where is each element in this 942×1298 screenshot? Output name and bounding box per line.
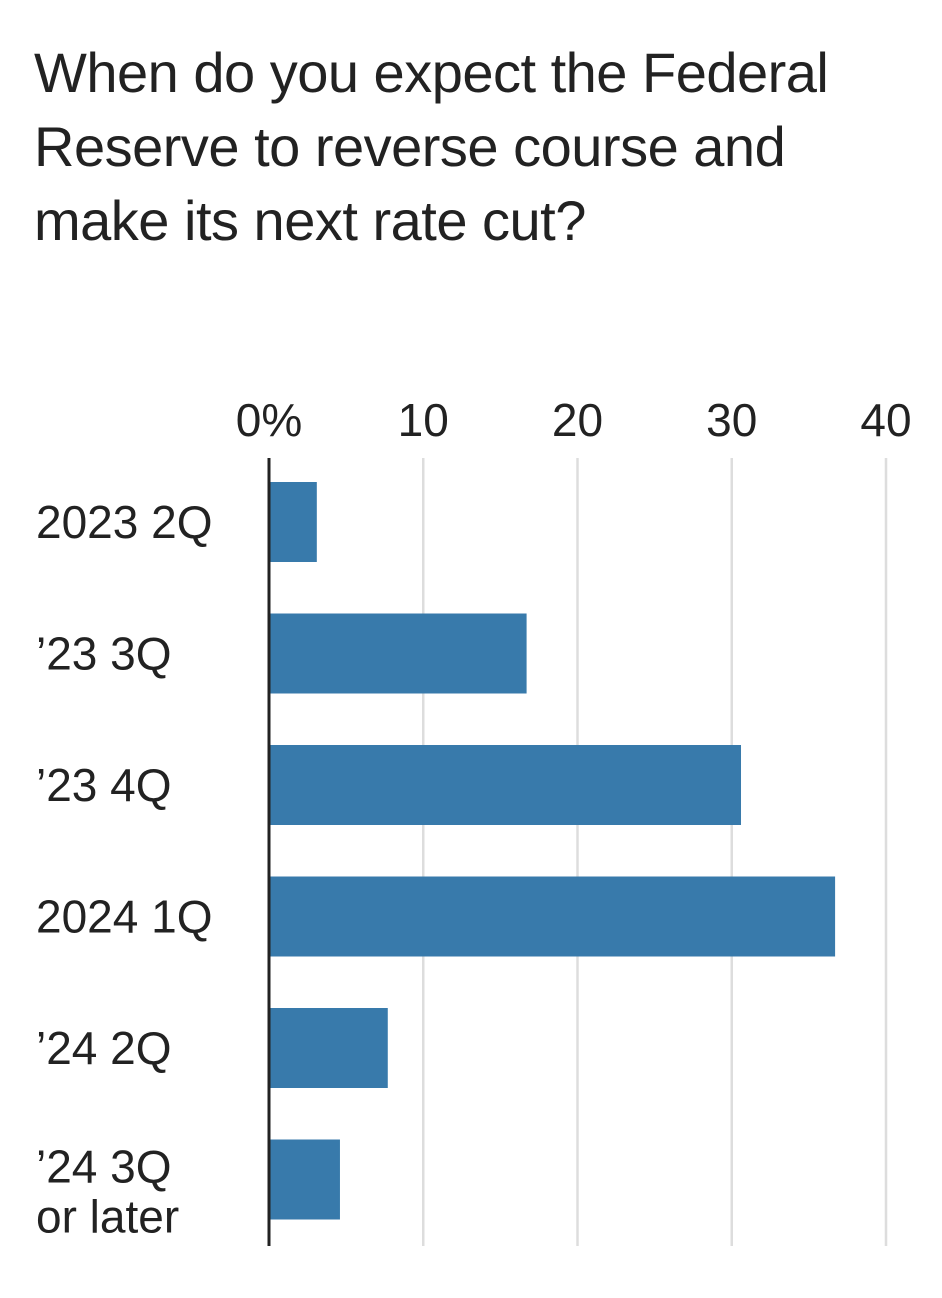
x-tick-label: 20 bbox=[552, 394, 603, 446]
gridlines bbox=[422, 458, 888, 1246]
bars bbox=[269, 482, 836, 1220]
category-label: ’23 4Q bbox=[36, 759, 172, 811]
category-label: or later bbox=[36, 1191, 179, 1243]
x-axis-tick-labels: 0% 10 20 30 40 bbox=[236, 394, 912, 446]
bar bbox=[269, 613, 527, 694]
category-label: 2023 2Q bbox=[36, 496, 212, 548]
chart-title: When do you expect the Federal Reserve t… bbox=[34, 41, 829, 252]
x-tick-label: 40 bbox=[860, 394, 911, 446]
bar bbox=[269, 1139, 340, 1220]
category-label: ’23 3Q bbox=[36, 628, 172, 680]
x-tick-label: 0% bbox=[236, 394, 302, 446]
bar bbox=[269, 745, 742, 825]
x-tick-label: 30 bbox=[706, 394, 757, 446]
bar bbox=[269, 1008, 388, 1088]
bar bbox=[269, 876, 836, 957]
category-labels: 2023 2Q ’23 3Q ’23 4Q 2024 1Q ’24 2Q ’24 3Qor… bbox=[36, 496, 212, 1243]
category-label: 2024 1Q bbox=[36, 891, 212, 943]
category-label: ’24 3Q bbox=[36, 1141, 172, 1193]
bar bbox=[269, 482, 317, 562]
category-label: ’24 2Q bbox=[36, 1022, 172, 1074]
x-tick-label: 10 bbox=[398, 394, 449, 446]
